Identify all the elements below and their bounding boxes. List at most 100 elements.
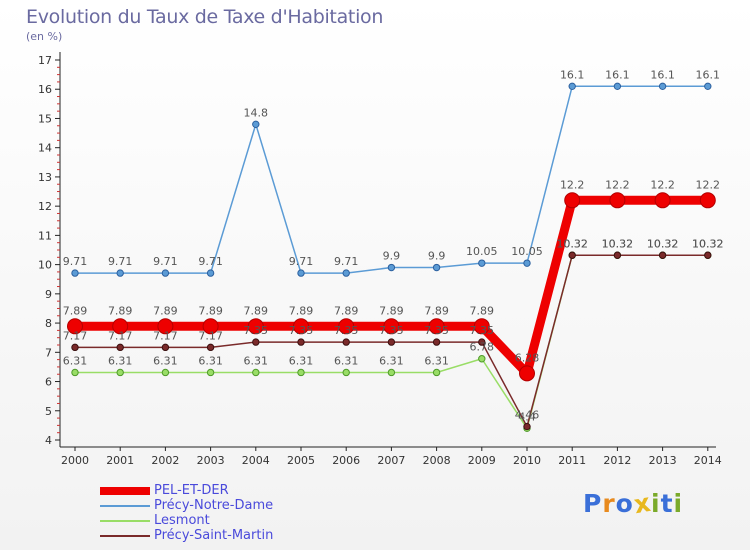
x-tick-label: 2012	[603, 454, 631, 467]
data-point	[202, 318, 219, 335]
data-point	[293, 318, 309, 335]
data-label: 4.46	[515, 409, 540, 422]
x-tick-label: 2001	[106, 454, 134, 467]
data-point	[613, 251, 622, 259]
data-label: 12.2	[650, 178, 675, 191]
y-tick-label: 10	[38, 259, 52, 272]
data-label: 7.89	[153, 304, 178, 317]
data-point	[523, 259, 531, 267]
data-label: 7.35	[470, 324, 495, 337]
data-point	[206, 343, 215, 352]
data-label: 10.05	[466, 245, 498, 258]
data-label: 6.31	[379, 354, 404, 367]
data-point	[478, 259, 486, 267]
series-3	[71, 251, 712, 431]
data-point	[342, 338, 350, 346]
data-point	[658, 82, 667, 91]
data-label: 7.17	[63, 329, 88, 342]
logo-letter: o	[615, 489, 634, 518]
data-label: 7.89	[289, 304, 314, 317]
data-point	[478, 338, 486, 346]
data-point	[247, 318, 264, 335]
data-point	[297, 269, 305, 277]
y-tick-label: 11	[38, 229, 52, 242]
data-label: 7.89	[424, 304, 449, 317]
data-point	[568, 251, 576, 259]
data-point	[161, 368, 170, 377]
data-point	[116, 269, 124, 277]
data-label: 9.9	[383, 250, 401, 263]
data-point	[564, 192, 581, 209]
logo-letter: i	[673, 489, 684, 518]
data-label: 10.32	[556, 237, 588, 250]
data-point	[112, 318, 129, 335]
y-tick-label: 15	[38, 112, 52, 125]
data-label: 16.1	[650, 68, 675, 81]
y-tick-label: 4	[45, 434, 52, 447]
x-tick-label: 2002	[151, 454, 179, 467]
data-label: 6.31	[198, 354, 223, 367]
data-point	[206, 269, 215, 277]
data-point	[609, 192, 626, 209]
data-label: 7.89	[470, 304, 495, 317]
data-point	[473, 318, 490, 335]
data-point	[613, 82, 622, 91]
x-tick-label: 2010	[513, 454, 541, 467]
x-tick-label: 2013	[649, 454, 677, 467]
y-tick-label: 7	[45, 346, 52, 359]
data-label: 9.71	[153, 255, 178, 268]
y-tick-label: 14	[38, 142, 52, 155]
data-label: 10.32	[647, 237, 679, 250]
data-point	[161, 343, 170, 352]
data-point	[383, 318, 400, 335]
data-label: 6.78	[470, 341, 495, 354]
data-label: 7.89	[108, 304, 133, 317]
data-point	[252, 120, 260, 129]
legend-swatch	[100, 505, 150, 507]
data-label: 16.1	[605, 68, 630, 81]
data-label: 12.2	[605, 178, 630, 191]
data-label: 7.35	[379, 324, 404, 337]
data-point	[387, 338, 396, 346]
data-label: 12.2	[560, 178, 585, 191]
x-tick-label: 2005	[287, 454, 315, 467]
data-label: 7.89	[334, 304, 359, 317]
data-label: 7.17	[198, 329, 223, 342]
y-tick-label: 5	[45, 405, 52, 418]
data-point	[71, 343, 79, 352]
data-point	[157, 318, 174, 335]
data-point	[387, 263, 396, 272]
x-tick-label: 2011	[558, 454, 586, 467]
data-label: 10.05	[511, 245, 543, 258]
data-point	[704, 82, 712, 91]
data-point	[252, 338, 260, 346]
legend-swatch	[100, 535, 150, 537]
x-tick-label: 2007	[377, 454, 405, 467]
chart-subtitle: (en %)	[26, 30, 63, 43]
data-point	[654, 192, 671, 209]
data-label: 9.71	[334, 255, 359, 268]
data-label: 9.71	[63, 255, 88, 268]
series-1	[71, 82, 712, 277]
legend: PEL-ET-DER Précy-Notre-Dame Lesmont Précy-S…	[100, 483, 360, 544]
data-point	[206, 368, 215, 377]
x-tick-label: 2009	[468, 454, 496, 467]
data-label: 4.4	[518, 410, 536, 423]
logo-letter: P	[583, 489, 603, 518]
data-point	[699, 192, 716, 209]
data-label: 6.31	[153, 354, 178, 367]
logo-letter: t	[660, 489, 674, 518]
data-label: 14.8	[244, 106, 269, 119]
proxiti-logo: Proxiti	[583, 488, 684, 520]
data-point	[432, 263, 441, 272]
data-label: 10.32	[647, 237, 679, 250]
legend-item: Lesmont	[100, 513, 360, 529]
data-label: 16.1	[560, 68, 585, 81]
data-label: 9.9	[428, 250, 446, 263]
data-label: 10.32	[692, 237, 724, 250]
data-point	[432, 338, 441, 346]
data-label: 9.71	[198, 255, 223, 268]
data-label: 10.32	[602, 237, 634, 250]
